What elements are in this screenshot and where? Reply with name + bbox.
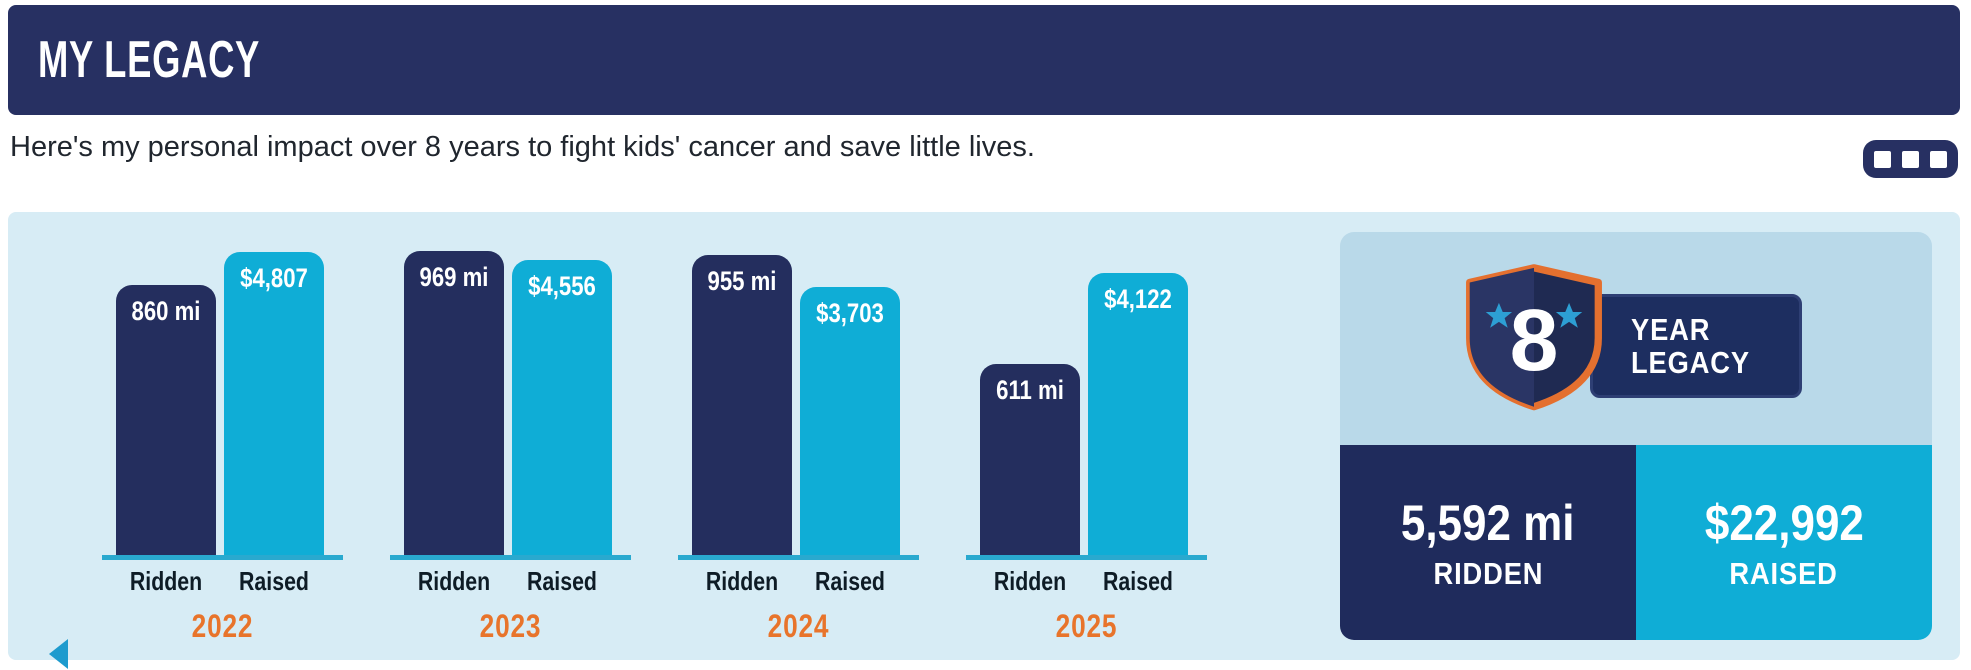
legacy-badge-area: YEAR LEGACY 8	[1340, 232, 1932, 445]
raised-axis-label: Raised	[1103, 566, 1173, 596]
bar-value-label: 955 mi	[707, 266, 777, 296]
svg-text:8: 8	[1510, 291, 1559, 389]
header-bar: MY LEGACY	[8, 5, 1960, 115]
bar-ridden-2024: 955 mi	[692, 255, 792, 557]
bar-value-label: $3,703	[816, 298, 884, 328]
year-label: 2024	[767, 608, 830, 644]
raised-total: $22,992	[1704, 494, 1864, 551]
star-icon	[1555, 302, 1583, 328]
year-group-2022: 860 mi $4,807 Ridden Raised 2022	[102, 212, 343, 660]
bar-ridden-2023: 969 mi	[404, 251, 504, 557]
baseline	[678, 555, 919, 560]
intro-text: Here's my personal impact over 8 years t…	[10, 131, 1035, 163]
raised-caption: RAISED	[1729, 555, 1839, 591]
bar-raised-2024: $3,703	[800, 287, 900, 557]
bar-raised-2025: $4,122	[1088, 273, 1188, 557]
badge-line1: YEAR	[1631, 311, 1711, 347]
bar-value-label: 860 mi	[131, 296, 201, 326]
year-label: 2025	[1055, 608, 1118, 644]
legacy-totals: 5,592 mi RIDDEN $22,992 RAISED	[1340, 445, 1932, 640]
ridden-axis-label: Ridden	[993, 566, 1067, 596]
star-icon	[1485, 302, 1513, 328]
bar-value-label: 611 mi	[996, 375, 1064, 405]
baseline	[102, 555, 343, 560]
raised-axis-label: Raised	[239, 566, 309, 596]
baseline	[966, 555, 1207, 560]
bar-value-label: 969 mi	[419, 262, 489, 292]
options-menu-button[interactable]	[1863, 140, 1958, 178]
raised-axis-label: Raised	[527, 566, 597, 596]
ellipsis-menu-icon	[1902, 150, 1919, 168]
year-group-2024: 955 mi $3,703 Ridden Raised 2024	[678, 212, 919, 660]
ridden-axis-label: Ridden	[705, 566, 779, 596]
chevron-left-icon	[48, 639, 68, 669]
total-raised-block: $22,992 RAISED	[1636, 445, 1932, 640]
bar-raised-2022: $4,807	[224, 252, 324, 557]
year-group-2023: 969 mi $4,556 Ridden Raised 2023	[390, 212, 631, 660]
bar-value-label: $4,556	[528, 271, 596, 301]
ridden-axis-label: Ridden	[129, 566, 203, 596]
bar-ridden-2025: 611 mi	[980, 364, 1080, 557]
badge-line2: LEGACY	[1631, 345, 1750, 380]
ellipsis-menu-icon	[1930, 150, 1947, 168]
bar-raised-2023: $4,556	[512, 260, 612, 557]
year-label: 2022	[191, 608, 254, 644]
previous-years-button[interactable]	[38, 634, 78, 670]
bar-value-label: $4,807	[240, 263, 308, 293]
year-legacy-plate: YEAR LEGACY	[1590, 294, 1802, 398]
bar-ridden-2022: 860 mi	[116, 285, 216, 557]
legacy-summary-card: YEAR LEGACY 8 5,592 mi RIDDEN $22,992 RA…	[1340, 232, 1932, 640]
total-ridden-block: 5,592 mi RIDDEN	[1340, 445, 1636, 640]
ridden-axis-label: Ridden	[417, 566, 491, 596]
year-group-2025: 611 mi $4,122 Ridden Raised 2025	[966, 212, 1207, 660]
baseline	[390, 555, 631, 560]
legacy-shield-icon: 8	[1466, 264, 1602, 411]
year-label: 2023	[479, 608, 542, 644]
bar-value-label: $4,122	[1104, 284, 1172, 314]
ridden-total: 5,592 mi	[1401, 494, 1575, 551]
page-title: MY LEGACY	[38, 31, 261, 89]
raised-axis-label: Raised	[815, 566, 885, 596]
legacy-chart-panel: 860 mi $4,807 Ridden Raised 2022 969 mi …	[8, 212, 1960, 669]
ridden-caption: RIDDEN	[1433, 555, 1543, 591]
ellipsis-menu-icon	[1874, 150, 1891, 168]
